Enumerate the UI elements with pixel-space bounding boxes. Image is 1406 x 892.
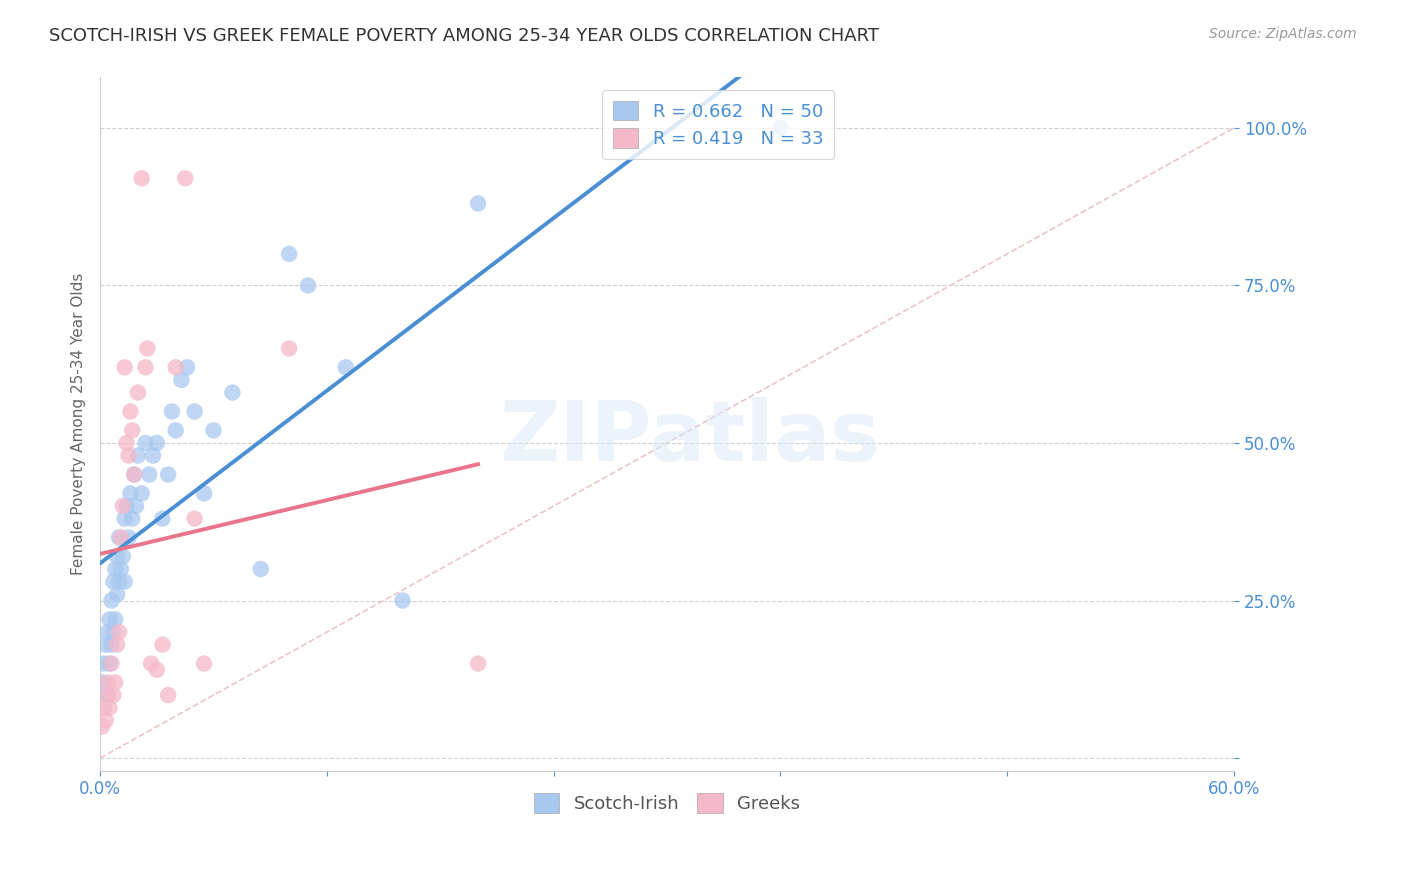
Point: [115, 436, 138, 450]
Point: [117, 531, 139, 545]
Point: [100, 657, 122, 671]
Point: [127, 449, 149, 463]
Point: [769, 120, 792, 135]
Point: [120, 486, 142, 500]
Point: [160, 404, 183, 418]
Point: [146, 663, 169, 677]
Point: [104, 612, 127, 626]
Point: [467, 196, 489, 211]
Legend: Scotch-Irish, Greeks: Scotch-Irish, Greeks: [523, 782, 811, 824]
Point: [110, 531, 132, 545]
Y-axis label: Female Poverty Among 25-34 Year Olds: Female Poverty Among 25-34 Year Olds: [72, 273, 86, 575]
Point: [108, 625, 131, 640]
Point: [110, 562, 132, 576]
Point: [97, 688, 120, 702]
Point: [91, 675, 114, 690]
Point: [249, 562, 271, 576]
Text: ZIPatlas: ZIPatlas: [499, 398, 880, 478]
Point: [94, 713, 117, 727]
Point: [121, 511, 143, 525]
Point: [98, 657, 121, 671]
Point: [176, 360, 198, 375]
Point: [278, 247, 301, 261]
Point: [105, 587, 128, 601]
Point: [165, 360, 187, 375]
Point: [121, 423, 143, 437]
Point: [127, 385, 149, 400]
Point: [183, 511, 205, 525]
Point: [165, 423, 187, 437]
Point: [97, 675, 120, 690]
Point: [221, 385, 243, 400]
Point: [142, 449, 165, 463]
Point: [114, 360, 136, 375]
Point: [278, 342, 301, 356]
Point: [146, 436, 169, 450]
Point: [100, 593, 122, 607]
Point: [122, 467, 145, 482]
Point: [115, 499, 138, 513]
Point: [170, 373, 193, 387]
Point: [104, 562, 127, 576]
Point: [202, 423, 225, 437]
Point: [104, 675, 127, 690]
Point: [97, 688, 120, 702]
Point: [94, 638, 117, 652]
Point: [174, 171, 197, 186]
Point: [105, 549, 128, 564]
Point: [467, 657, 489, 671]
Point: [100, 638, 122, 652]
Point: [297, 278, 319, 293]
Point: [122, 467, 145, 482]
Point: [114, 574, 136, 589]
Point: [183, 404, 205, 418]
Point: [157, 688, 180, 702]
Point: [136, 342, 159, 356]
Point: [108, 531, 131, 545]
Point: [93, 700, 115, 714]
Point: [97, 625, 120, 640]
Point: [141, 657, 163, 671]
Point: [91, 720, 114, 734]
Point: [117, 449, 139, 463]
Point: [98, 612, 121, 626]
Point: [111, 499, 134, 513]
Point: [152, 638, 174, 652]
Point: [131, 171, 153, 186]
Point: [103, 574, 125, 589]
Point: [391, 593, 413, 607]
Point: [125, 499, 148, 513]
Point: [157, 467, 180, 482]
Point: [134, 360, 156, 375]
Point: [193, 657, 215, 671]
Point: [103, 688, 125, 702]
Point: [111, 549, 134, 564]
Point: [131, 486, 153, 500]
Point: [98, 700, 121, 714]
Point: [152, 511, 174, 525]
Point: [138, 467, 160, 482]
Point: [93, 657, 115, 671]
Point: [335, 360, 357, 375]
Point: [134, 436, 156, 450]
Point: [108, 574, 131, 589]
Point: [105, 638, 128, 652]
Point: [120, 404, 142, 418]
Text: Source: ZipAtlas.com: Source: ZipAtlas.com: [1209, 27, 1357, 41]
Text: SCOTCH-IRISH VS GREEK FEMALE POVERTY AMONG 25-34 YEAR OLDS CORRELATION CHART: SCOTCH-IRISH VS GREEK FEMALE POVERTY AMO…: [49, 27, 879, 45]
Point: [114, 511, 136, 525]
Point: [103, 625, 125, 640]
Point: [193, 486, 215, 500]
